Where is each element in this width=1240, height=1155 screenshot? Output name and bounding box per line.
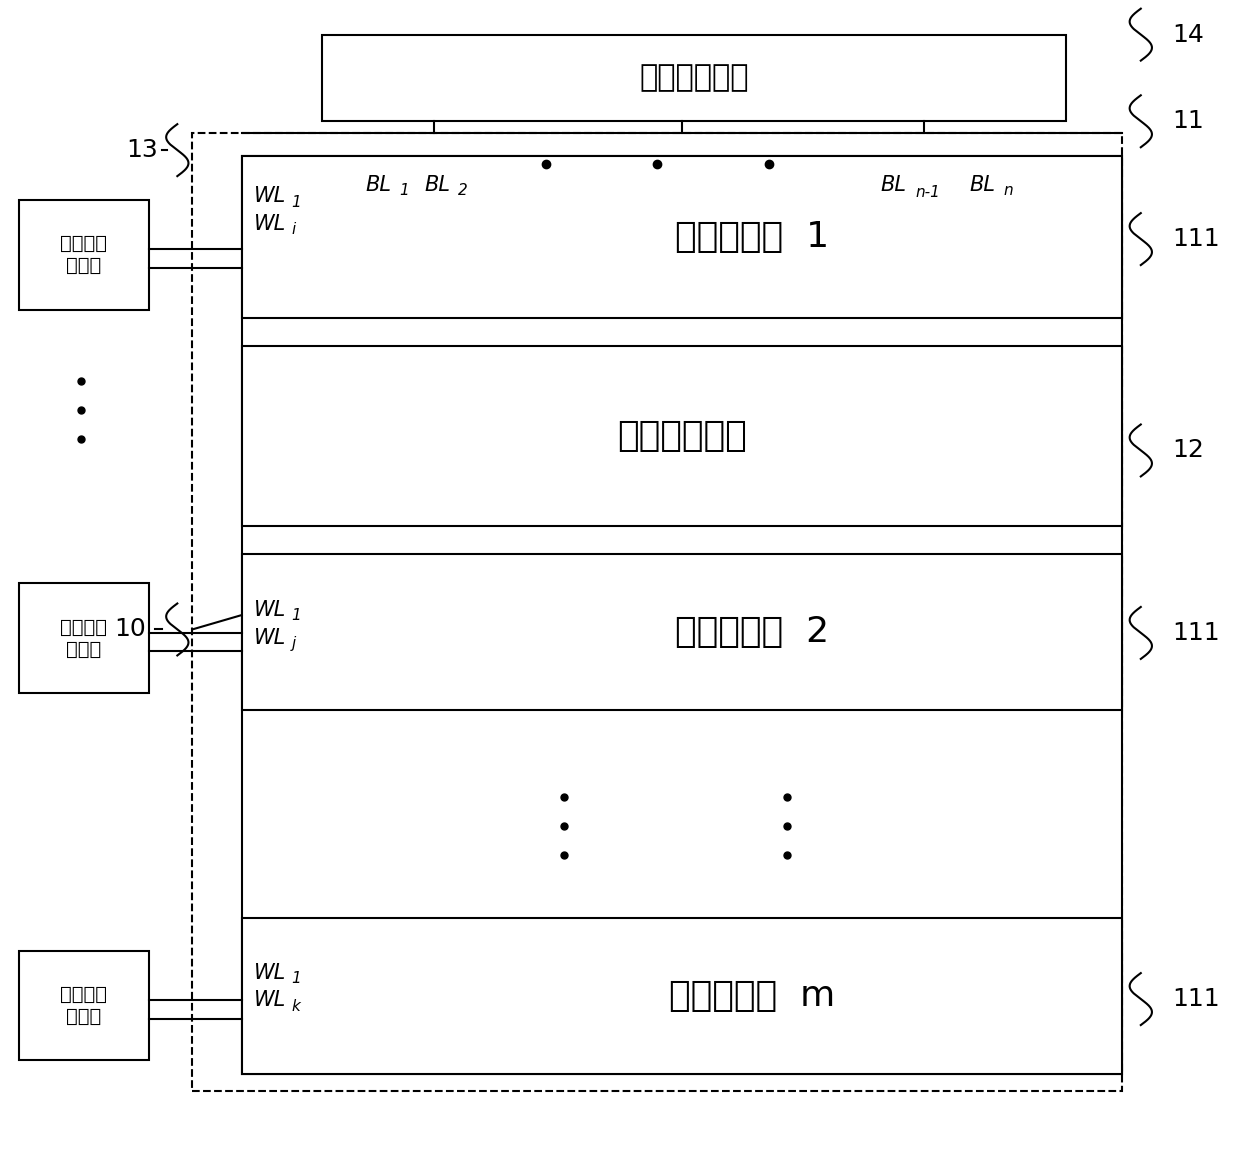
Text: 13: 13 (126, 139, 159, 162)
Text: i: i (291, 223, 295, 237)
Text: BL: BL (970, 174, 996, 195)
Text: WL: WL (254, 627, 286, 648)
Text: BL: BL (424, 174, 450, 195)
Text: 子字线驱
动电路: 子字线驱 动电路 (61, 234, 107, 275)
Text: j: j (291, 636, 295, 650)
Bar (242, 346, 1122, 526)
Text: k: k (291, 999, 300, 1013)
Text: 子存储阵列  2: 子存储阵列 2 (676, 616, 830, 649)
Bar (242, 156, 1122, 1074)
Text: 111: 111 (1172, 988, 1219, 1011)
Text: 1: 1 (291, 971, 301, 985)
Text: 11: 11 (1172, 110, 1204, 133)
Text: 子字线驱
动电路: 子字线驱 动电路 (61, 985, 107, 1026)
Text: 1: 1 (291, 609, 301, 623)
Text: n-1: n-1 (915, 186, 940, 200)
Bar (19, 583, 149, 693)
Bar (322, 35, 1066, 121)
Bar (192, 133, 1122, 1091)
Text: WL: WL (254, 990, 286, 1011)
Text: 子存储阵列  m: 子存储阵列 m (670, 979, 836, 1013)
Text: 2: 2 (458, 184, 467, 198)
Text: 1: 1 (399, 184, 409, 198)
Text: WL: WL (254, 186, 286, 207)
Text: WL: WL (254, 962, 286, 983)
Text: 冗余单元区域: 冗余单元区域 (618, 419, 746, 453)
Text: 子字线驱
动电路: 子字线驱 动电路 (61, 618, 107, 658)
Text: 1: 1 (291, 195, 301, 209)
Bar (19, 200, 149, 310)
Text: 子存储阵列  1: 子存储阵列 1 (676, 219, 830, 254)
Bar (242, 554, 1122, 710)
Text: n: n (1003, 184, 1013, 198)
Text: 111: 111 (1172, 621, 1219, 644)
Text: WL: WL (254, 214, 286, 234)
Text: 12: 12 (1172, 439, 1204, 462)
Text: BL: BL (880, 174, 906, 195)
Bar (19, 951, 149, 1060)
Text: BL: BL (366, 174, 392, 195)
Text: 111: 111 (1172, 228, 1219, 251)
Bar (242, 156, 1122, 318)
Text: 10: 10 (114, 618, 146, 641)
Bar (242, 918, 1122, 1074)
Text: WL: WL (254, 599, 286, 620)
Text: 位线选择电路: 位线选择电路 (640, 64, 749, 92)
Text: 14: 14 (1172, 23, 1204, 46)
